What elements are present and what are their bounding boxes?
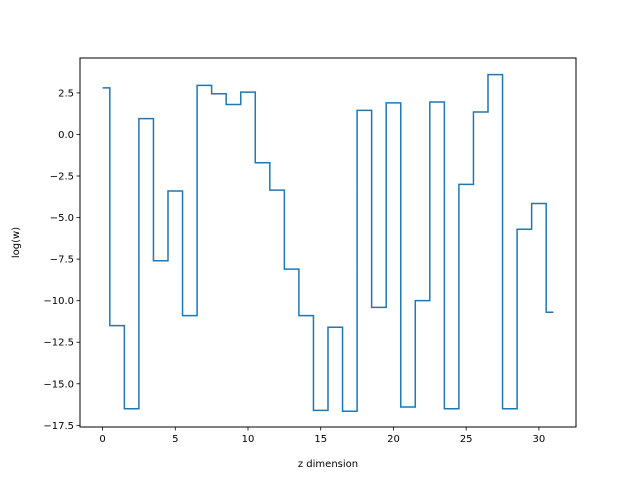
x-axis-label: z dimension <box>298 459 358 470</box>
axes-frame <box>79 57 577 428</box>
x-tick-label: 10 <box>242 434 255 445</box>
y-tick-label: −17.5 <box>43 421 74 432</box>
y-tick-label: −5.0 <box>50 213 74 224</box>
y-tick-label: 0.0 <box>58 130 74 141</box>
x-tick-label: 25 <box>460 434 473 445</box>
x-tick-label: 15 <box>314 434 327 445</box>
y-axis-label: log(w) <box>11 227 22 258</box>
x-tick-label: 0 <box>99 434 105 445</box>
y-tick-label: −2.5 <box>50 172 74 183</box>
plot-layer <box>102 73 554 412</box>
ticks-layer: 0 5 10 15 20 25 30 2.5 0.0 −2.5 −5.0 −7.5 −10.0 −12.5… <box>43 88 545 445</box>
y-tick-label: −7.5 <box>50 255 74 266</box>
y-tick-label: 2.5 <box>58 88 74 99</box>
series-line-0 <box>102 73 554 412</box>
x-tick-label: 20 <box>387 434 400 445</box>
y-tick-label: −12.5 <box>43 338 74 349</box>
y-tick-label: −15.0 <box>43 379 74 390</box>
y-tick-label: −10.0 <box>43 296 74 307</box>
x-tick-label: 30 <box>533 434 546 445</box>
x-tick-label: 5 <box>172 434 178 445</box>
